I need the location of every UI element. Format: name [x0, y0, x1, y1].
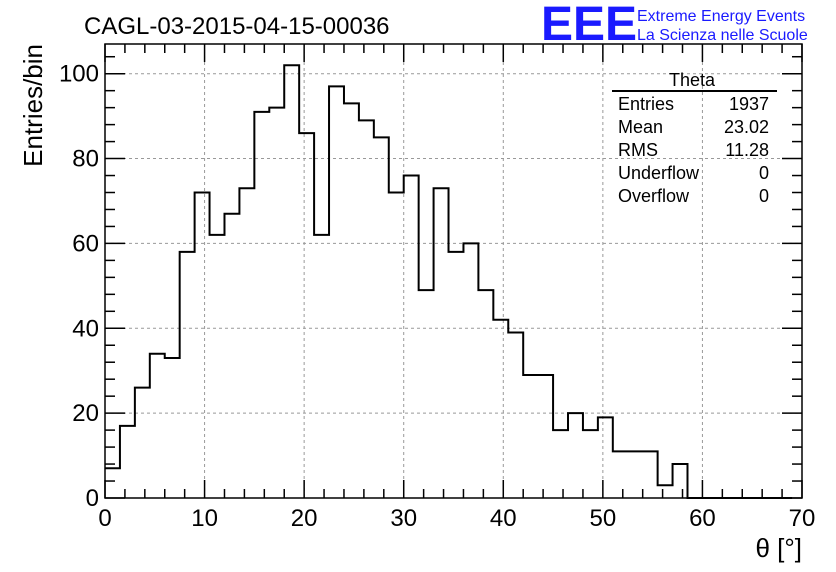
stats-row-label: Overflow	[618, 186, 690, 206]
y-tick-label: 20	[72, 400, 99, 427]
x-tick-label: 70	[789, 505, 816, 532]
x-tick-label: 30	[390, 505, 417, 532]
stats-row-label: RMS	[618, 140, 658, 160]
logo-mark: EEE	[541, 0, 637, 51]
stats-box: Theta Entries 1937 Mean 23.02 RMS 11.28 Underf…	[612, 70, 777, 206]
stats-row-value: 11.28	[725, 140, 769, 160]
x-tick-label: 50	[590, 505, 617, 532]
stats-row-label: Entries	[618, 94, 674, 114]
chart-title: CAGL-03-2015-04-15-00036	[84, 13, 390, 40]
y-tick-label: 60	[72, 230, 99, 257]
x-axis-title: θ [°]	[755, 533, 802, 563]
stats-rows: Entries 1937 Mean 23.02 RMS 11.28 Underflow 0 Ov…	[618, 94, 769, 206]
stats-row-label: Underflow	[618, 163, 700, 183]
grid-lines	[105, 44, 802, 498]
y-tick-label: 80	[72, 146, 99, 173]
axis-ticks	[104, 44, 803, 499]
histogram-line	[105, 64, 793, 499]
logo-line2: La Scienza nelle Scuole	[637, 27, 808, 44]
logo-line1: Extreme Energy Events	[637, 8, 805, 25]
stats-row-value: 0	[759, 186, 769, 206]
tick-labels: 0 10 20 30 40 50 60 70 0 20 40 60 80 100	[59, 61, 815, 532]
x-tick-label: 10	[191, 505, 218, 532]
stats-row-value: 1937	[729, 94, 769, 114]
y-tick-label: 40	[72, 315, 99, 342]
x-tick-label: 0	[98, 505, 111, 532]
y-tick-label: 0	[86, 485, 99, 512]
stats-row-value: 23.02	[724, 117, 769, 137]
stats-row-label: Mean	[618, 117, 663, 137]
x-tick-label: 20	[291, 505, 318, 532]
stats-row-value: 0	[759, 163, 769, 183]
eee-logo: EEE Extreme Energy Events La Scienza nel…	[541, 0, 808, 51]
x-tick-label: 40	[490, 505, 517, 532]
plot-frame	[104, 43, 803, 499]
y-axis-title: Entries/bin	[18, 44, 48, 167]
stats-name: Theta	[669, 70, 716, 90]
x-tick-label: 60	[689, 505, 716, 532]
y-tick-label: 100	[59, 61, 99, 88]
